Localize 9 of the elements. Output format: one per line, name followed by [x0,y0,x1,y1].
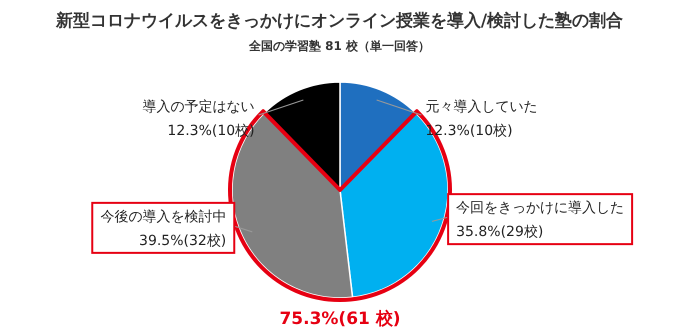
data-label: 39.5%(32校) [139,232,226,249]
text: 75.3%(61 校) [279,309,401,329]
data-label: 35.8%(29校) [456,224,544,240]
chart-title: 新型コロナウイルスをきっかけにオンライン授業を導入/検討した塾の割合 [54,11,624,31]
slice-label: 元々導入していた [425,98,538,115]
slice-label: 今回をきっかけに導入した [456,200,624,216]
chart-subtitle: 全国の学習塾 81 校（単一回答） [248,39,430,53]
slice-label: 導入の予定はない [142,98,255,115]
slice-label: 今後の導入を検討中 [100,208,226,225]
